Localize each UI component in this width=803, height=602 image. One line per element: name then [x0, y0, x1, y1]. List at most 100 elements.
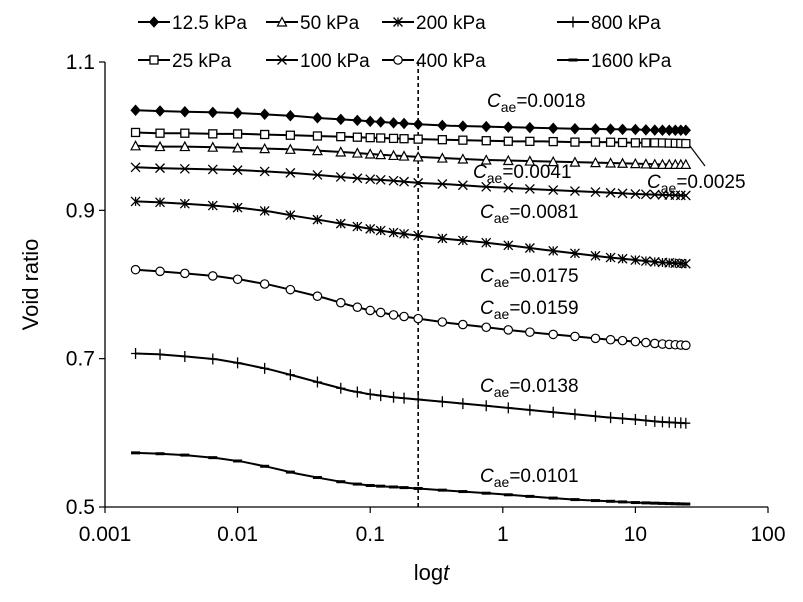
marker-square	[376, 133, 386, 143]
series-line	[135, 352, 686, 425]
series-line	[135, 451, 686, 505]
marker-asterisk	[481, 237, 492, 248]
legend-item: 25 kPa	[138, 51, 232, 72]
marker-plus	[590, 410, 600, 422]
marker-square	[149, 55, 159, 65]
cae-annotation: Cae=0.0025	[647, 172, 746, 196]
marker-triangle	[207, 141, 219, 152]
series-200-kPa	[130, 196, 691, 269]
marker-asterisk	[365, 223, 376, 234]
marker-x	[680, 190, 691, 201]
marker-square	[641, 138, 651, 148]
marker-diamond	[375, 116, 386, 128]
legend-item: 200 kPa	[382, 13, 486, 34]
marker-x	[388, 175, 399, 186]
marker-asterisk	[569, 248, 580, 259]
marker-circle	[617, 335, 628, 346]
marker-asterisk	[393, 17, 403, 27]
marker-triangle	[276, 16, 288, 27]
marker-triangle	[457, 153, 469, 164]
legend-item: 12.5 kPa	[138, 13, 247, 34]
marker-asterisk	[388, 227, 399, 238]
marker-asterisk	[285, 210, 296, 221]
marker-x	[352, 173, 363, 184]
marker-diamond	[437, 119, 448, 132]
marker-diamond	[148, 16, 160, 28]
marker-square	[260, 129, 270, 140]
legend-item: 400 kPa	[382, 51, 486, 72]
marker-triangle	[656, 158, 668, 169]
marker-square	[336, 131, 346, 142]
marker-square	[437, 135, 447, 145]
legend-item: 800 kPa	[557, 13, 661, 34]
legend-label: 200 kPa	[416, 13, 486, 34]
marker-asterisk	[503, 240, 514, 251]
marker-diamond	[130, 104, 141, 116]
marker-plus	[233, 357, 243, 369]
legend: 12.5 kPa 25 kPa 50 kPa 100 kPa 200 kPa 400 kP…	[138, 13, 672, 72]
marker-triangle	[154, 140, 166, 152]
x-tick-label: 0.1	[356, 523, 385, 546]
marker-x	[524, 183, 535, 194]
marker-plus	[481, 400, 491, 412]
marker-square	[548, 136, 558, 147]
y-tick-label: 0.7	[66, 348, 95, 371]
marker-x	[130, 162, 141, 173]
marker-asterisk	[649, 256, 660, 267]
marker-square	[570, 137, 580, 147]
marker-square	[458, 135, 468, 145]
marker-asterisk	[413, 230, 424, 241]
legend-label: 800 kPa	[591, 13, 661, 34]
marker-plus	[437, 396, 447, 408]
annotations: Cae=0.0018 Cae=0.0041 Cae=0.0025 Cae=0.0081…	[473, 91, 746, 490]
series-50-kPa	[130, 140, 692, 169]
marker-square	[130, 127, 141, 138]
legend-item: 1600 kPa	[557, 51, 672, 72]
marker-triangle	[524, 155, 536, 166]
marker-plus	[131, 347, 141, 359]
marker-diamond	[605, 123, 616, 135]
marker-plus	[208, 353, 218, 365]
marker-plus	[650, 415, 660, 427]
marker-plus	[312, 376, 322, 388]
marker-asterisk	[605, 252, 616, 263]
marker-x	[259, 166, 270, 177]
marker-triangle	[351, 147, 363, 158]
marker-plus	[503, 402, 513, 414]
cae-annotation: Cae=0.0081	[480, 202, 579, 226]
y-tick-label: 0.5	[66, 496, 95, 519]
marker-diamond	[617, 123, 628, 136]
marker-circle	[525, 327, 535, 337]
marker-asterisk	[375, 225, 386, 236]
marker-square	[590, 137, 601, 147]
series-line	[135, 144, 686, 166]
marker-triangle	[640, 158, 652, 169]
marker-triangle	[502, 154, 514, 166]
marker-asterisk	[630, 255, 641, 265]
marker-circle	[605, 334, 616, 345]
marker-triangle	[311, 144, 323, 156]
marker-plus	[155, 348, 165, 360]
series-100-kPa	[130, 162, 691, 201]
marker-circle	[681, 340, 691, 351]
marker-triangle	[398, 150, 410, 161]
marker-x	[503, 182, 514, 193]
marker-x	[365, 174, 376, 185]
legend-label: 100 kPa	[300, 51, 370, 72]
legend-item: 100 kPa	[266, 51, 370, 72]
marker-asterisk	[259, 205, 270, 216]
marker-circle	[590, 333, 601, 344]
marker-circle	[352, 302, 363, 313]
series-1600-kPa	[131, 451, 691, 506]
marker-triangle	[284, 143, 296, 154]
marker-asterisk	[207, 200, 218, 211]
marker-square	[388, 133, 399, 144]
marker-plus	[681, 417, 691, 429]
marker-circle	[481, 322, 492, 333]
marker-square	[605, 137, 616, 147]
marker-x	[413, 177, 424, 188]
marker-diamond	[232, 107, 243, 119]
marker-diamond	[590, 123, 601, 135]
legend-item: 50 kPa	[266, 13, 360, 34]
